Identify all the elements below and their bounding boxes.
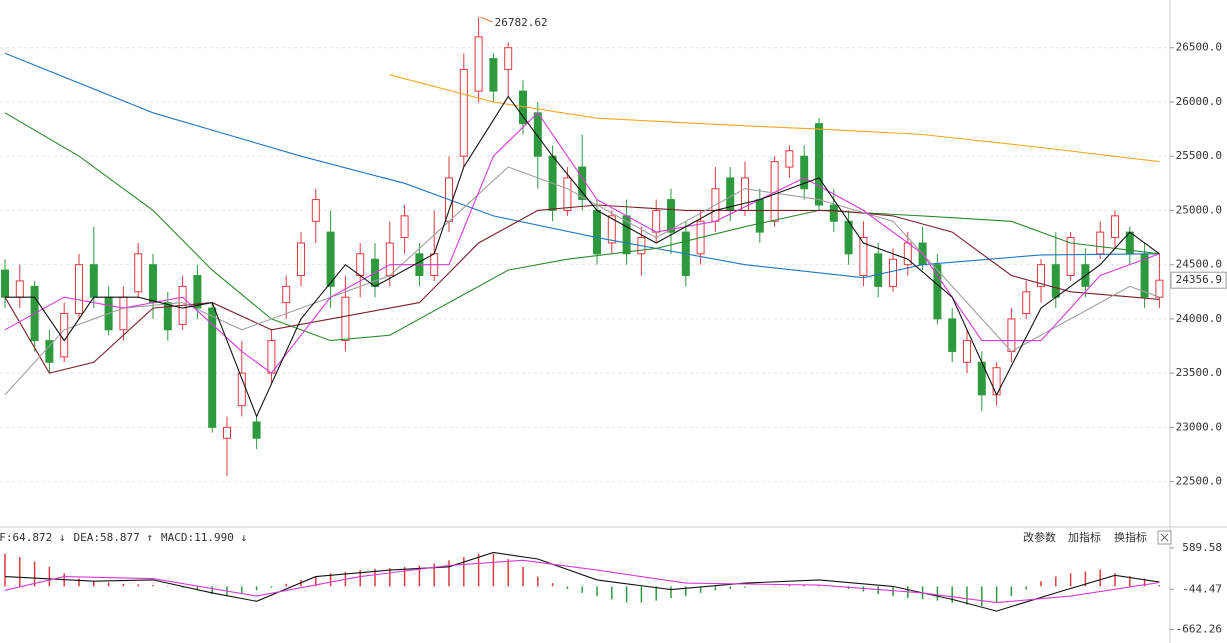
candle-body [134,253,143,293]
candle-body [815,123,823,206]
candle-body [726,177,735,211]
candle-body [1022,291,1031,314]
y-tick-label: -662.26 [1176,622,1222,635]
candle-body [267,340,276,374]
ma-line [4,559,1160,604]
close-button[interactable] [1157,530,1172,545]
candle-body [533,112,542,157]
y-tick-label: 22500.0 [1176,475,1222,488]
y-tick-label: 589.58 [1182,541,1222,554]
y-tick-label: -44.47 [1182,582,1222,595]
candle-body [45,340,54,363]
candle-body [1155,279,1164,298]
ma-line [5,95,1160,418]
candle-body [489,58,498,92]
candle-body [963,340,971,363]
candle-body [607,215,616,244]
ma-line [4,112,1160,342]
ma-line [389,74,1160,163]
candle-body [770,161,779,222]
candle-body [89,264,98,298]
candle-body [889,258,897,287]
candle-body [119,296,128,331]
indicator-label: DEA:58.877 ↑ [73,531,152,544]
y-tick-label: 23000.0 [1176,420,1222,433]
candle-body [1037,264,1045,287]
candle-body [60,312,69,358]
y-tick-label: 26000.0 [1176,95,1222,108]
candle-body [874,253,883,287]
candle-body [652,209,661,233]
toolbar-button[interactable]: 改参数 [1023,530,1056,544]
candle-body [800,155,809,190]
y-tick-label: 23500.0 [1176,366,1222,379]
candle-body [400,215,409,239]
candle-body [15,280,24,298]
candle-body [829,204,838,222]
candle-body [356,253,365,277]
candle-body [563,177,572,211]
candle-body [948,318,957,352]
max-annotation: 26782.62 [495,16,548,29]
ma-line [4,204,1160,374]
candle-body [163,302,172,331]
toolbar-button[interactable]: 加指标 [1068,530,1101,544]
candle-body [844,220,853,255]
toolbar-button[interactable]: 换指标 [1114,530,1147,544]
candle-body [593,209,601,255]
ma-line [4,551,1160,612]
candle-body [193,275,202,309]
candle-body [755,199,764,233]
candle-body [1111,215,1119,239]
candle-body [75,264,83,314]
candle-body [252,421,261,439]
current-price: 24356.9 [1176,273,1222,286]
candle-body [311,199,320,222]
candle-body [933,264,942,320]
candle-body [1066,237,1075,277]
candle-body [785,150,794,168]
candle-body [326,231,335,287]
y-tick-label: 24000.0 [1176,312,1222,325]
candle-body [297,242,305,277]
candle-body [474,36,483,92]
candle-body [385,242,394,277]
candle-body [504,47,513,70]
ma-line [4,111,1160,374]
ma-line [4,166,1160,396]
candle-body [149,264,157,304]
candle-body [208,307,217,428]
indicator-label: MACD:11.990 ↓ [161,531,247,544]
ma-line [4,52,1160,279]
y-tick-label: 25000.0 [1176,203,1222,216]
candle-body [1,269,9,298]
y-tick-label: 25500.0 [1176,149,1222,162]
candle-body [282,285,291,304]
y-tick-label: 26500.0 [1176,41,1222,54]
candle-body [667,199,675,233]
candle-body [237,372,246,407]
indicator-label: DIF:64.872 ↓ [0,531,65,544]
price-box [1170,271,1227,289]
candle-body [859,237,868,277]
candle-body [1096,231,1105,255]
y-tick-label: 24500.0 [1176,258,1222,271]
candle-body [459,68,468,157]
annotation-arrow [480,16,493,23]
candle-body [223,426,231,439]
candle-body [1007,318,1016,352]
candle-body [1051,264,1060,298]
candle-body [341,296,350,342]
